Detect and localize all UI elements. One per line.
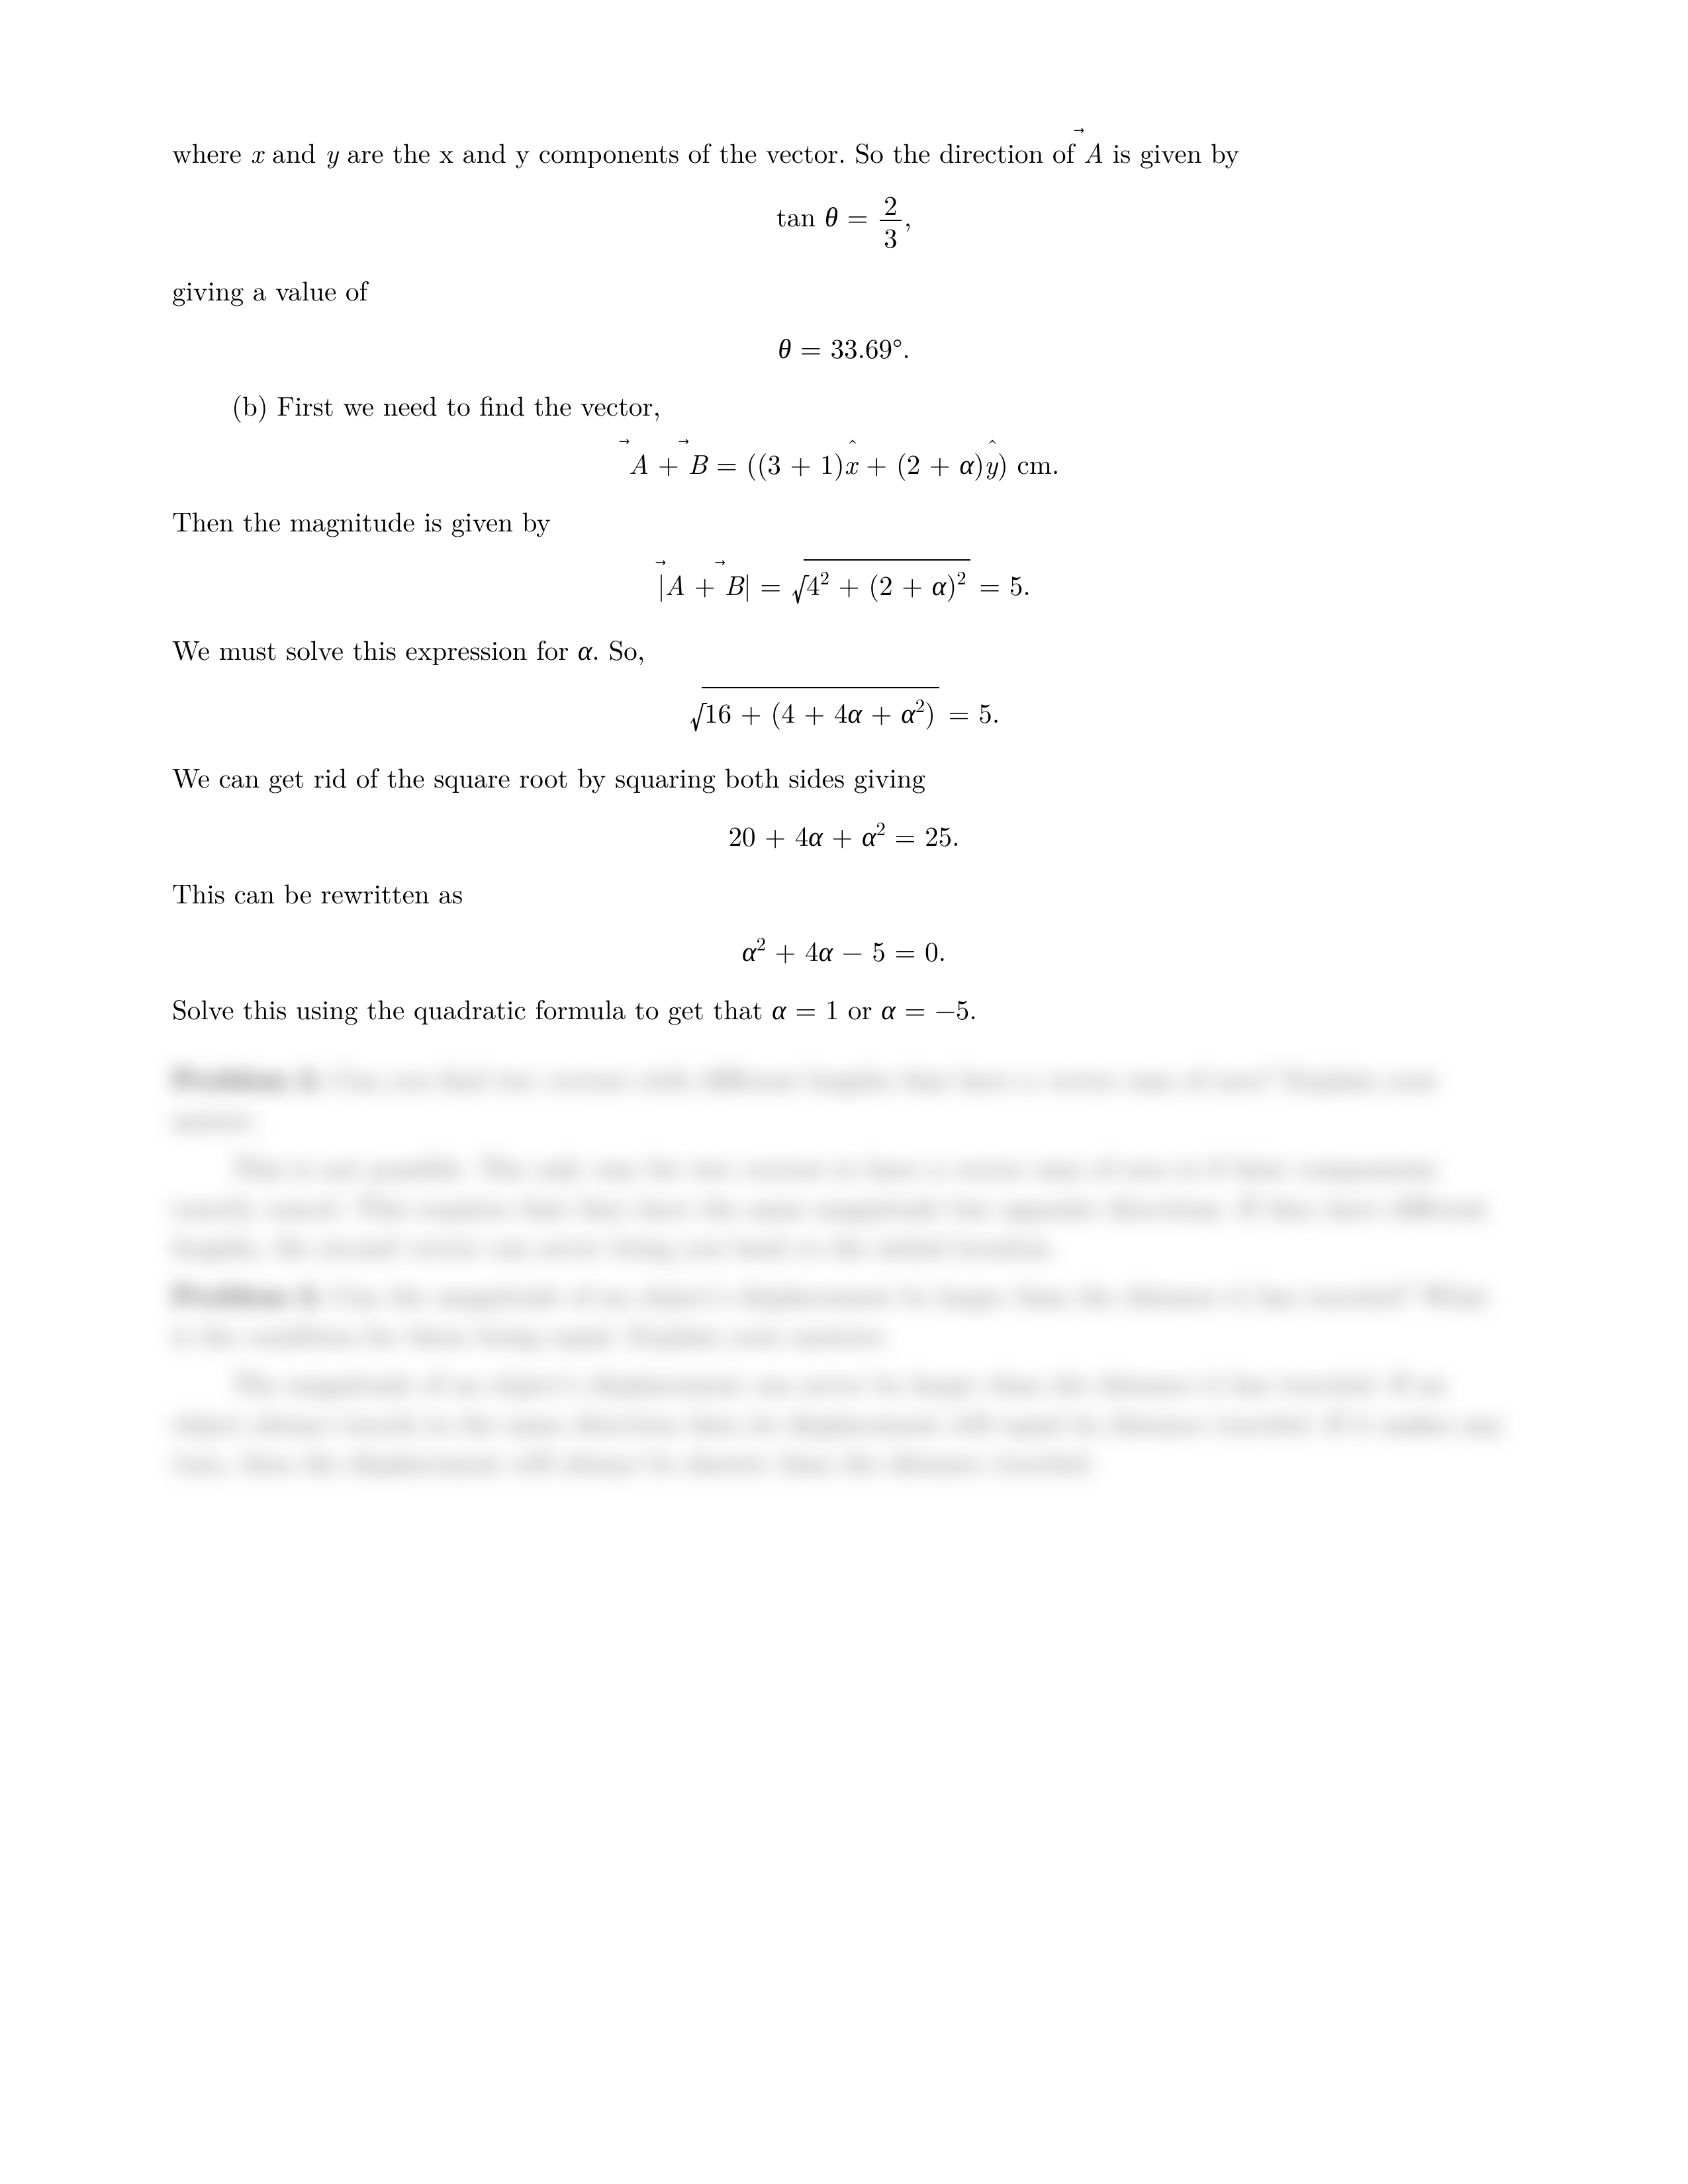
equation-tan-theta: tan θ = 2 3 , bbox=[172, 190, 1516, 251]
equation-theta-value: θ = 33.69°. bbox=[172, 328, 1516, 367]
equation-vector-sum: A⃗ + B⃗ = ((3 + 1)xˆ + (2 + α)yˆ) cm. bbox=[172, 443, 1516, 482]
eq1-tail: , bbox=[904, 196, 912, 234]
equation-magnitude: |A⃗ + B⃗| = √42 + (2 + α)2 = 5. bbox=[172, 559, 1516, 611]
eq1-denominator: 3 bbox=[880, 221, 902, 251]
paragraph-solve-alpha: We must solve this expression for α. So, bbox=[172, 629, 1516, 668]
paragraph-intro: where x and y are the x and y components… bbox=[172, 132, 1516, 171]
paragraph-part-b: (b) First we need to find the vector, bbox=[172, 385, 1516, 424]
paragraph-square-both: We can get rid of the square root by squ… bbox=[172, 757, 1516, 796]
blurred-paragraph-3: The magnitude of an object's displacemen… bbox=[172, 1363, 1516, 1480]
paragraph-rewritten: This can be rewritten as bbox=[172, 873, 1516, 912]
blurred-content: Problem 2. Can you find two vectors with… bbox=[172, 1058, 1516, 1480]
paragraph-solve-quadratic: Solve this using the quadratic formula t… bbox=[172, 989, 1516, 1028]
equation-sqrt-expanded: √16 + (4 + 4α + α2) = 5. bbox=[172, 687, 1516, 739]
eq1-numerator: 2 bbox=[880, 190, 902, 221]
blurred-paragraph-0: Problem 2. Can you find two vectors with… bbox=[172, 1058, 1516, 1138]
blurred-paragraph-2: Problem 3. Can the magnitude of an objec… bbox=[172, 1275, 1516, 1354]
blurred-paragraph-1: This is not possible. The only way for t… bbox=[172, 1147, 1516, 1265]
paragraph-magnitude: Then the magnitude is given by bbox=[172, 501, 1516, 540]
paragraph-giving-value: giving a value of bbox=[172, 270, 1516, 309]
equation-squared: 20 + 4α + α2 = 25. bbox=[172, 815, 1516, 854]
document-page: where x and y are the x and y components… bbox=[0, 0, 1688, 2184]
equation-quadratic: α2 + 4α − 5 = 0. bbox=[172, 931, 1516, 970]
